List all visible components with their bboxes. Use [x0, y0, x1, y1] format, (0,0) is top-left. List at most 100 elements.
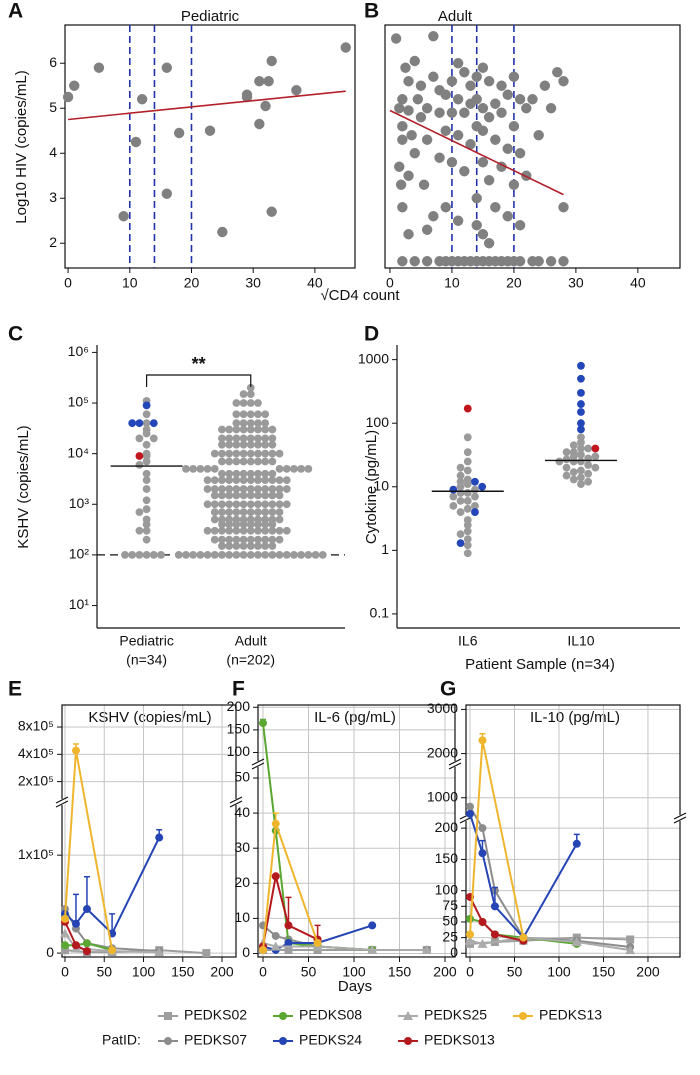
- marker: [60, 914, 69, 923]
- point: [218, 469, 226, 478]
- x-axis-label: Patient Sample (n=34): [465, 656, 615, 673]
- plot-frame: [64, 24, 356, 269]
- point: [282, 485, 291, 493]
- point: [232, 440, 241, 449]
- y-tick-label: 1000: [427, 788, 458, 804]
- point: [552, 67, 563, 78]
- x-tick-label: 0: [64, 275, 72, 291]
- point: [490, 134, 501, 145]
- point: [246, 434, 255, 443]
- x-tick-label: 0: [259, 964, 267, 980]
- point: [562, 471, 571, 480]
- point: [268, 491, 277, 500]
- point: [266, 55, 277, 67]
- point: [514, 256, 526, 267]
- point: [412, 94, 424, 105]
- x-tick-label: Adult: [235, 633, 267, 649]
- point: [246, 410, 255, 419]
- point: [584, 444, 593, 453]
- point: [135, 452, 144, 460]
- point: [149, 419, 158, 428]
- marker: [271, 872, 280, 881]
- point: [496, 107, 507, 118]
- y-tick-label: 5: [49, 99, 57, 115]
- point: [239, 491, 248, 500]
- point: [456, 508, 465, 516]
- axis-break: [55, 800, 69, 808]
- point: [577, 473, 585, 482]
- point: [514, 220, 526, 231]
- plot-frame: [465, 704, 681, 958]
- axis-break: [229, 796, 243, 804]
- point: [142, 505, 151, 514]
- point: [239, 425, 248, 434]
- point: [477, 103, 489, 114]
- point: [225, 434, 234, 443]
- point: [428, 71, 439, 82]
- plot-frame: [61, 704, 237, 958]
- point: [268, 515, 277, 524]
- panel-title: KSHV (copies/mL): [88, 709, 211, 726]
- point: [591, 452, 600, 461]
- point: [128, 551, 137, 559]
- point: [128, 419, 137, 428]
- point: [254, 526, 262, 535]
- legend-label: PEDKS13: [539, 1007, 602, 1023]
- point: [397, 94, 408, 105]
- point: [261, 476, 270, 485]
- point: [397, 134, 408, 145]
- point: [400, 62, 411, 73]
- point: [562, 463, 571, 472]
- x-tick-label: 10: [122, 275, 138, 291]
- x-tick-label: 150: [388, 964, 412, 980]
- point: [268, 526, 277, 535]
- x-tick-label: 50: [301, 964, 317, 980]
- axis-break: [251, 762, 265, 770]
- point: [239, 449, 248, 458]
- point: [452, 94, 464, 105]
- x-tick-label: 50: [507, 964, 523, 980]
- point: [555, 457, 564, 466]
- point: [304, 551, 313, 559]
- point: [239, 542, 248, 550]
- point: [203, 526, 212, 535]
- point: [203, 476, 212, 485]
- point: [261, 449, 270, 458]
- point: [232, 542, 241, 550]
- point: [421, 103, 433, 114]
- point: [440, 125, 451, 136]
- point: [459, 107, 470, 118]
- point: [463, 521, 472, 529]
- point: [465, 80, 476, 91]
- point: [246, 508, 255, 517]
- panel-letter: E: [8, 678, 22, 701]
- axis-break: [229, 800, 243, 808]
- y-tick-label: 100: [366, 414, 390, 430]
- point: [246, 515, 255, 524]
- marker: [202, 949, 211, 958]
- error-bar: [83, 875, 90, 910]
- x-tick-label: Pediatric: [119, 633, 173, 649]
- point: [204, 125, 216, 136]
- marker: [466, 809, 475, 818]
- point: [452, 58, 464, 69]
- point: [254, 118, 265, 130]
- axis-break-gap: [59, 799, 65, 805]
- point: [397, 121, 408, 132]
- y-axis-label: KSHV (copies/mL): [15, 425, 32, 548]
- panel-title: IL-10 (pg/mL): [530, 709, 620, 726]
- axis-break-gap: [255, 761, 261, 767]
- point: [261, 500, 270, 509]
- point: [261, 457, 270, 466]
- point: [232, 434, 241, 443]
- point: [246, 491, 255, 500]
- x-tick-label: IL10: [567, 633, 594, 649]
- y-tick-label: 10²: [69, 546, 90, 562]
- y-tick-label: 100: [435, 881, 459, 897]
- point: [290, 551, 298, 559]
- plot-frame: [257, 704, 456, 958]
- point: [577, 388, 585, 397]
- point: [182, 464, 190, 473]
- point: [446, 157, 458, 168]
- point: [456, 471, 465, 480]
